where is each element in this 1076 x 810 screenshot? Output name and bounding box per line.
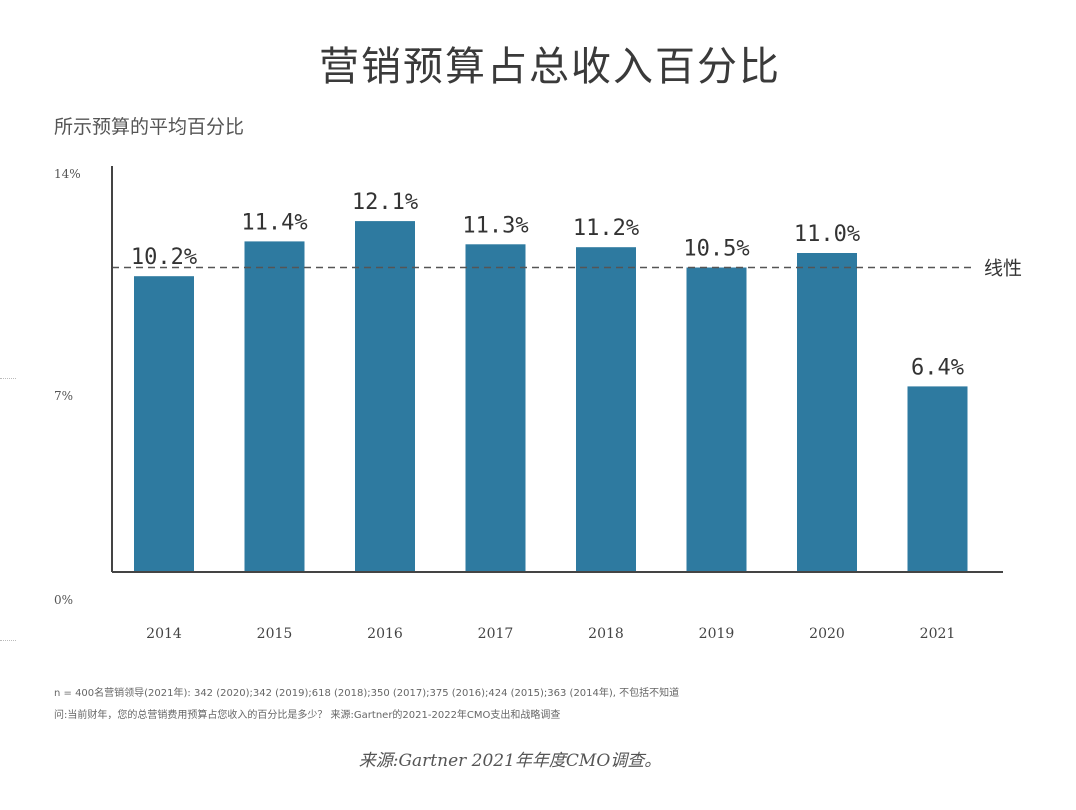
x-tick-label: 2016 (367, 626, 403, 642)
footnote-sample-size: n = 400名营销领导(2021年): 342 (2020);342 (201… (54, 688, 680, 699)
edge-tick-mark (0, 640, 16, 641)
bar-value-label: 10.2% (131, 245, 197, 270)
bar-2021 (907, 386, 968, 572)
footnote-question: 问:当前财年，您的总营销费用预算占您收入的百分比是多少？ 来源:Gartner的… (54, 710, 561, 721)
bar-value-label: 11.2% (573, 216, 639, 241)
y-tick-label: 0% (54, 593, 73, 607)
bar-value-label: 10.5% (683, 237, 749, 262)
x-tick-label: 2015 (257, 626, 293, 642)
x-axis-labels: 2014 2015 2016 2017 2018 2019 2020 2021 (146, 626, 955, 642)
bar-value-label: 12.1% (352, 190, 418, 215)
bars (134, 221, 968, 573)
y-tick-label: 14% (54, 167, 81, 181)
x-tick-label: 2021 (920, 626, 956, 642)
bar-value-label: 11.3% (462, 213, 528, 238)
x-tick-label: 2019 (699, 626, 735, 642)
bar-value-label: 6.4% (911, 355, 964, 380)
bar-value-label: 11.4% (241, 210, 307, 235)
x-tick-label: 2018 (588, 626, 624, 642)
bar-chart: 0% 7% 14% 10.2% 11.4% 12.1% 11.3% 11.2% 10.5% 11… (54, 166, 1022, 642)
edge-tick-mark (0, 378, 16, 379)
chart-subtitle: 所示预算的平均百分比 (54, 116, 245, 138)
bar-2020 (797, 253, 857, 572)
bar-value-labels: 10.2% 11.4% 12.1% 11.3% 11.2% 10.5% 11.0% 6.4% (131, 190, 964, 380)
y-tick-label: 7% (54, 389, 73, 403)
bar-value-label: 11.0% (794, 222, 860, 247)
y-axis-labels: 0% 7% 14% (54, 167, 81, 607)
x-tick-label: 2017 (478, 626, 514, 642)
trend-line-label: 线性 (984, 258, 1022, 280)
bar-2015 (244, 241, 305, 572)
chart-title: 营销预算占总收入百分比 (319, 44, 781, 90)
bar-2017 (465, 244, 526, 573)
x-tick-label: 2014 (146, 626, 182, 642)
source-caption: 来源:Gartner 2021年年度CMO调查。 (358, 751, 662, 771)
bar-2014 (134, 276, 194, 572)
bar-2018 (576, 247, 636, 572)
bar-2016 (355, 221, 415, 572)
bar-2019 (686, 267, 747, 572)
x-tick-label: 2020 (809, 626, 845, 642)
